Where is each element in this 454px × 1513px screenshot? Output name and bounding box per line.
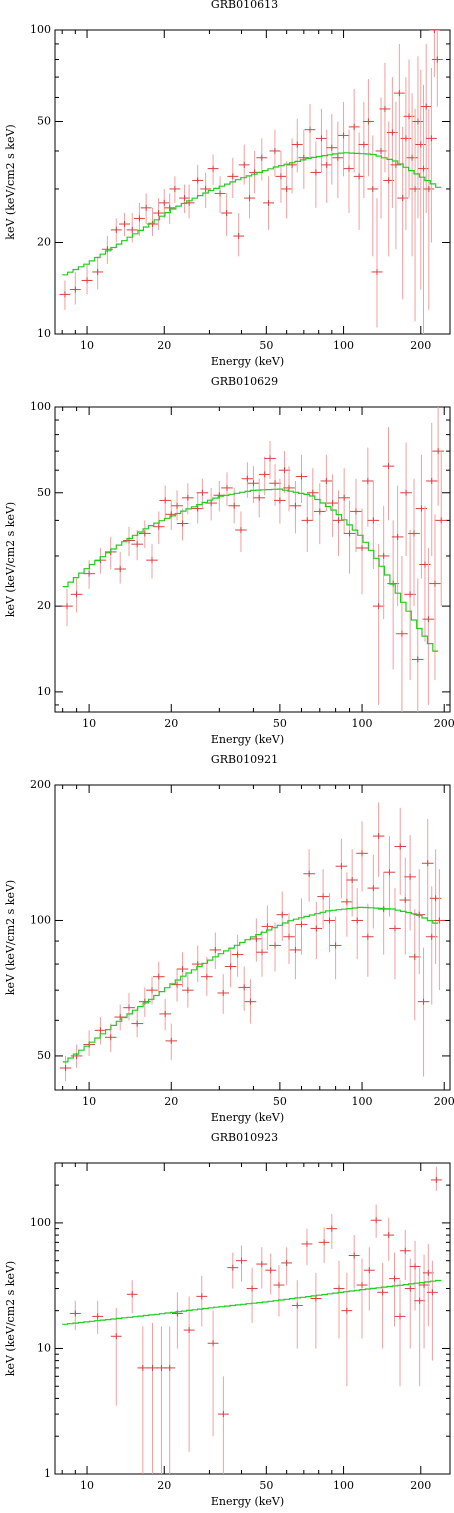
- x-tick-label: 100: [352, 1095, 373, 1108]
- x-tick-label: 200: [410, 1479, 431, 1492]
- data-layer: [59, 802, 446, 1081]
- chart-title: GRB010629: [211, 375, 278, 388]
- data-layer: [62, 1166, 442, 1474]
- y-tick-label: 20: [37, 235, 51, 248]
- x-tick-label: 200: [434, 717, 454, 730]
- x-tick-label: 20: [157, 1479, 171, 1492]
- x-tick-label: 50: [259, 339, 273, 352]
- chart-title: GRB010613: [211, 0, 278, 11]
- y-axis-label: keV (keV/cm2 s keV): [4, 502, 17, 617]
- x-tick-label: 100: [333, 1479, 354, 1492]
- chart-panel-1: GRB010613 10 20 50 100 200 10 20 50 100 Energy (ke…: [4, 0, 451, 368]
- x-tick-label: 10: [80, 1479, 94, 1492]
- x-axis-label: Energy (keV): [211, 1111, 284, 1124]
- y-axis-label: keV (keV/cm2 s keV): [4, 880, 17, 995]
- chart-title: GRB010921: [211, 753, 278, 766]
- y-axis-label: keV (keV/cm2 s keV): [4, 124, 17, 239]
- plot-frame: [54, 406, 451, 713]
- model-curve: [62, 1279, 442, 1325]
- data-layer: [59, 30, 443, 334]
- chart-panel-3: GRB010921 10 20 50 100 200 50 100 200 Energy (keV…: [4, 753, 454, 1124]
- x-axis-label: Energy (keV): [211, 355, 284, 368]
- y-tick-label: 50: [37, 486, 51, 499]
- x-tick-label: 100: [333, 339, 354, 352]
- y-tick-label: 100: [30, 23, 51, 36]
- y-tick-label: 10: [37, 327, 51, 340]
- x-axis-label: Energy (keV): [211, 733, 284, 746]
- x-tick-label: 10: [82, 1095, 96, 1108]
- chart-panel-2: GRB010629 10 20 50 100 200 10 20 50 100 Energy (ke…: [4, 375, 454, 746]
- x-tick-label: 50: [273, 1095, 287, 1108]
- y-tick-label: 200: [30, 778, 51, 791]
- x-tick-label: 50: [273, 717, 287, 730]
- y-tick-label: 50: [37, 115, 51, 128]
- x-tick-label: 20: [164, 1095, 178, 1108]
- model-curve: [62, 906, 439, 1063]
- y-tick-label: 100: [30, 400, 51, 413]
- y-tick-label: 20: [37, 599, 51, 612]
- y-axis-label: keV (keV/cm2 s keV): [4, 1261, 17, 1376]
- chart-title: GRB010923: [211, 1131, 278, 1144]
- x-tick-label: 10: [80, 339, 94, 352]
- chart-panel-4: GRB010923 10 20 50 100 200 1 10 100 Energy (keV) k…: [4, 1131, 451, 1508]
- y-tick-label: 100: [30, 1216, 51, 1229]
- plot-frame: [54, 784, 451, 1091]
- x-tick-label: 20: [164, 717, 178, 730]
- x-tick-label: 20: [157, 339, 171, 352]
- plot-frame: [54, 29, 451, 335]
- y-tick-label: 100: [30, 913, 51, 926]
- y-tick-label: 50: [37, 1049, 51, 1062]
- x-tick-label: 200: [434, 1095, 454, 1108]
- data-layer: [61, 407, 447, 712]
- x-axis-label: Energy (keV): [211, 1495, 284, 1508]
- y-tick-label: 10: [37, 685, 51, 698]
- y-tick-label: 1: [44, 1467, 51, 1480]
- model-curve: [62, 152, 442, 276]
- x-tick-label: 100: [352, 717, 373, 730]
- model-curve: [62, 488, 439, 652]
- x-tick-label: 10: [82, 717, 96, 730]
- x-tick-label: 50: [259, 1479, 273, 1492]
- x-tick-label: 200: [410, 339, 431, 352]
- y-tick-label: 10: [37, 1341, 51, 1354]
- plot-frame: [54, 1162, 451, 1475]
